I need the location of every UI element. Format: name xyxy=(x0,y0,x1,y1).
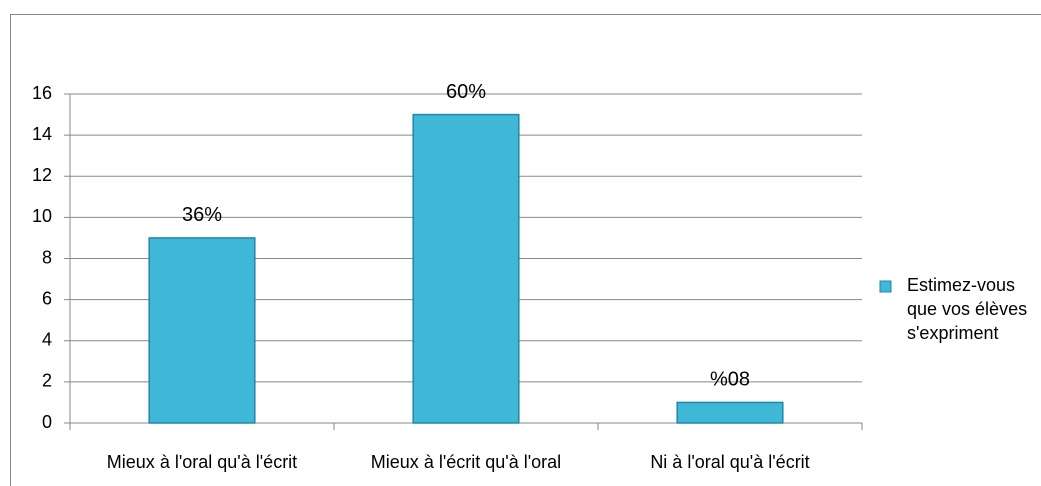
y-tick-label: 6 xyxy=(42,288,52,308)
data-label: 60% xyxy=(446,81,486,103)
y-tick-label: 4 xyxy=(42,330,52,350)
bar xyxy=(676,401,784,424)
bar xyxy=(412,113,520,424)
x-tick-label: Mieux à l'écrit qu'à l'oral xyxy=(371,452,561,472)
x-tick-label: Mieux à l'oral qu'à l'écrit xyxy=(107,452,297,472)
y-tick-label: 16 xyxy=(32,83,52,103)
y-tick-label: 10 xyxy=(32,206,52,226)
data-label: %08 xyxy=(710,369,750,391)
legend-swatch xyxy=(879,280,892,293)
y-tick-label: 2 xyxy=(42,371,52,391)
y-tick-label: 12 xyxy=(32,165,52,185)
x-tick-label: Ni à l'oral qu'à l'écrit xyxy=(650,452,809,472)
y-tick-label: 14 xyxy=(32,124,52,144)
y-tick-label: 8 xyxy=(42,247,52,267)
legend-label: Estimez-vous que vos élèves s'expriment xyxy=(907,275,1028,343)
data-label: 36% xyxy=(182,204,222,226)
y-tick-label: 0 xyxy=(42,412,52,432)
bar xyxy=(148,237,256,424)
